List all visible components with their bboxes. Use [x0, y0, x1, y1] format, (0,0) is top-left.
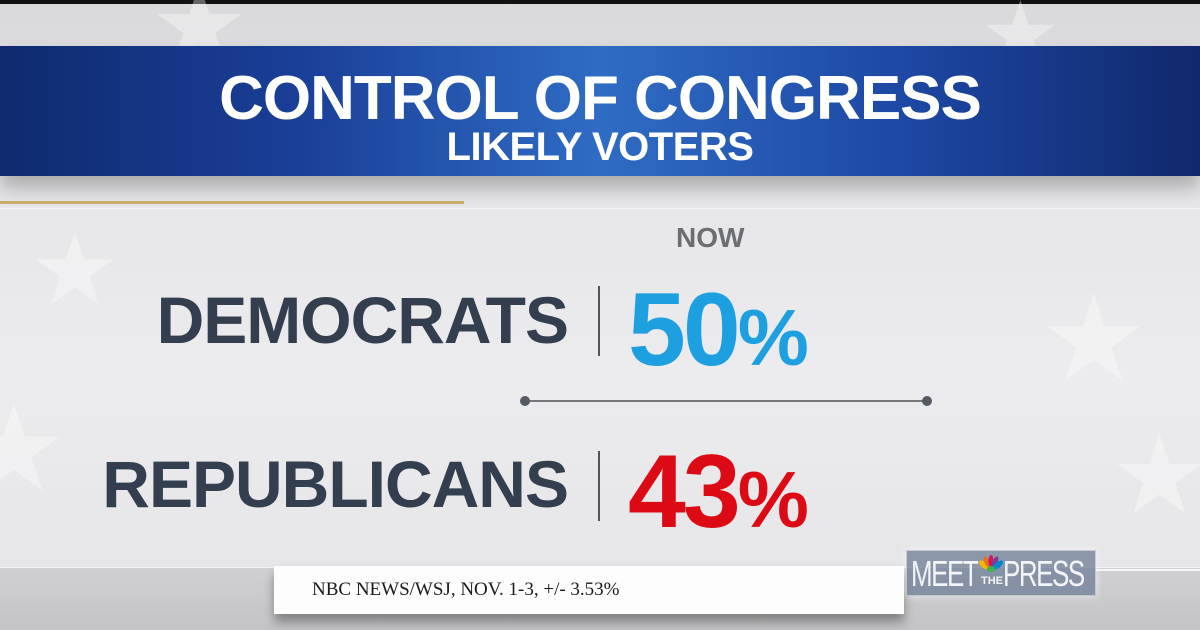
star-decoration-icon: ★	[1040, 270, 1148, 409]
source-caption-box: NBC NEWS/WSJ, NOV. 1-3, +/- 3.53%	[274, 566, 904, 614]
value-democrats: 50%	[628, 278, 809, 382]
percent-sign: %	[737, 455, 809, 544]
value-number: 50	[628, 272, 741, 388]
star-decoration-icon: ★	[0, 380, 68, 519]
top-letterbox-bar	[0, 0, 1200, 4]
star-decoration-icon: ★	[30, 211, 120, 328]
panel-edge	[0, 208, 1200, 209]
logo-rule	[1096, 569, 1200, 571]
star-decoration-icon: ★	[1110, 411, 1200, 539]
logo-text-the: THE	[981, 575, 1003, 587]
gold-accent-line	[0, 201, 464, 204]
graphic-subtitle: LIKELY VOTERS	[446, 125, 754, 169]
logo-text-press: PRESS	[1003, 553, 1085, 594]
divider-dot-icon	[520, 396, 530, 406]
source-caption: NBC NEWS/WSJ, NOV. 1-3, +/- 3.53%	[312, 579, 620, 600]
party-label-republicans: REPUBLICANS	[102, 447, 569, 521]
divider-line	[524, 400, 928, 402]
row-separator	[598, 286, 600, 356]
percent-sign: %	[737, 293, 809, 382]
value-republicans: 43%	[628, 440, 809, 544]
logo-text-meet: MEET	[911, 553, 979, 594]
party-label-democrats: DEMOCRATS	[156, 283, 569, 357]
column-header-now: NOW	[676, 222, 745, 253]
row-separator	[598, 451, 600, 521]
meet-the-press-logo: MEET THE PRESS	[906, 550, 1096, 596]
row-divider	[520, 396, 932, 406]
value-number: 43	[628, 434, 741, 550]
graphic-title: CONTROL OF CONGRESS	[219, 64, 982, 133]
divider-dot-icon	[922, 396, 932, 406]
title-banner: CONTROL OF CONGRESS LIKELY VOTERS	[0, 46, 1200, 176]
nbc-peacock-icon	[979, 555, 1003, 572]
